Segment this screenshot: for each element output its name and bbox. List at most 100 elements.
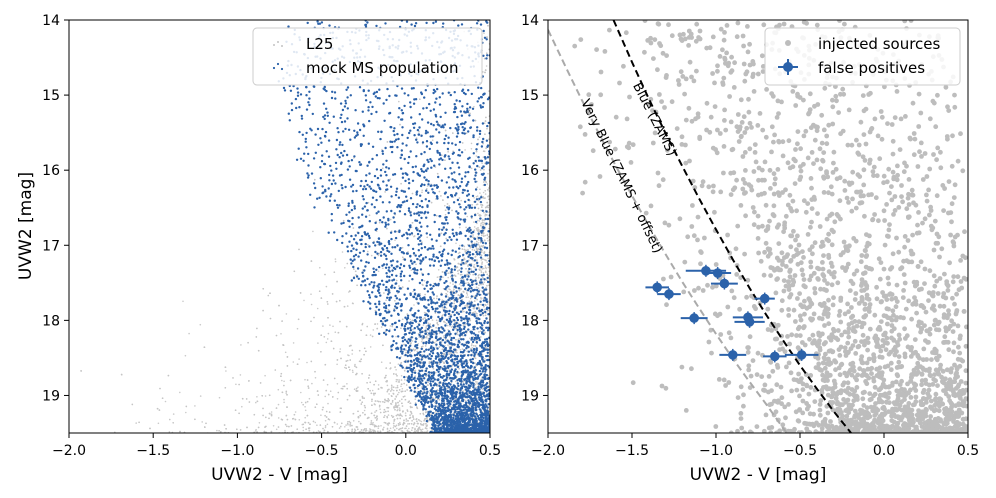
- l25-point: [400, 390, 403, 393]
- l25-point: [473, 283, 475, 286]
- l25-point: [488, 198, 490, 201]
- l25-point: [420, 420, 423, 423]
- l25-point: [421, 337, 423, 340]
- l25-point: [462, 381, 465, 383]
- l25-point: [285, 313, 288, 315]
- l25-point: [484, 240, 486, 242]
- l25-point: [484, 331, 487, 334]
- l25-point: [324, 395, 327, 398]
- l25-point: [188, 332, 190, 335]
- l25-point: [387, 414, 390, 416]
- l25-point: [454, 351, 457, 353]
- l25-point: [296, 327, 299, 330]
- l25-point: [378, 406, 381, 408]
- l25-point: [404, 395, 406, 398]
- l25-point: [381, 387, 383, 389]
- l25-point: [475, 365, 477, 367]
- l25-point: [294, 411, 297, 413]
- l25-point: [480, 209, 482, 211]
- l25-point: [342, 219, 345, 222]
- l25-point: [383, 292, 385, 294]
- l25-point: [396, 384, 399, 387]
- l25-point: [370, 419, 373, 422]
- l25-point: [444, 338, 447, 341]
- l25-point: [467, 296, 469, 299]
- l25-point: [393, 373, 395, 375]
- l25-point: [429, 427, 432, 429]
- l25-point: [450, 352, 452, 354]
- l25-point: [348, 345, 351, 347]
- l25-point: [443, 362, 445, 364]
- l25-point: [371, 400, 373, 403]
- l25-point: [411, 427, 414, 429]
- l25-point: [386, 384, 389, 387]
- l25-point: [411, 406, 413, 409]
- l25-point: [393, 429, 396, 431]
- l25-point: [391, 395, 393, 398]
- l25-point: [412, 328, 414, 331]
- l25-point: [481, 204, 483, 206]
- l25-point: [399, 421, 401, 424]
- l25-point: [447, 272, 450, 275]
- l25-point: [361, 323, 364, 326]
- l25-point: [401, 286, 404, 288]
- l25-point: [483, 57, 486, 60]
- mock-ms-point: [482, 329, 485, 332]
- l25-point: [347, 424, 349, 426]
- l25-point: [348, 420, 351, 423]
- l25-point: [397, 413, 399, 416]
- l25-point: [449, 335, 451, 338]
- l25-point: [238, 412, 240, 415]
- l25-point: [395, 404, 397, 406]
- l25-point: [426, 384, 429, 386]
- l25-point: [275, 407, 278, 409]
- l25-point: [325, 341, 328, 344]
- l25-point: [484, 259, 487, 262]
- l25-point: [282, 344, 285, 347]
- l25-point: [414, 430, 416, 433]
- l25-point: [367, 201, 370, 204]
- l25-point: [218, 430, 220, 432]
- l25-point: [486, 237, 489, 240]
- l25-point: [473, 226, 476, 228]
- l25-point: [443, 320, 445, 323]
- l25-point: [388, 393, 390, 395]
- l25-point: [247, 341, 249, 344]
- l25-point: [474, 345, 477, 347]
- l25-point: [314, 370, 316, 373]
- l25-point: [354, 270, 357, 273]
- l25-point: [430, 413, 432, 416]
- l25-point: [451, 209, 453, 212]
- l25-point: [409, 414, 411, 416]
- l25-point: [236, 428, 238, 431]
- l25-point: [471, 204, 473, 206]
- mock-ms-point: [424, 198, 427, 201]
- l25-point: [473, 105, 475, 108]
- l25-point: [378, 404, 381, 407]
- l25-point: [385, 399, 387, 402]
- l25-point: [486, 201, 489, 204]
- l25-point: [403, 421, 405, 424]
- l25-point: [442, 314, 444, 316]
- l25-point: [434, 166, 437, 168]
- l25-point: [320, 351, 322, 353]
- l25-point: [344, 366, 346, 369]
- l25-point: [369, 430, 371, 433]
- l25-point: [484, 133, 486, 135]
- l25-point: [417, 422, 419, 425]
- l25-point: [410, 412, 413, 415]
- l25-point: [256, 327, 258, 330]
- l25-point: [481, 268, 484, 270]
- l25-point: [446, 203, 449, 205]
- l25-point: [149, 427, 151, 430]
- mock-ms-point: [413, 288, 416, 292]
- l25-point: [470, 344, 473, 347]
- mock-ms-point: [327, 155, 331, 158]
- l25-point: [487, 266, 490, 269]
- l25-point: [399, 413, 402, 415]
- l25-point: [340, 407, 342, 410]
- l25-point: [485, 287, 487, 289]
- l25-point: [241, 397, 244, 400]
- l25-point: [363, 347, 366, 350]
- l25-point: [390, 230, 393, 232]
